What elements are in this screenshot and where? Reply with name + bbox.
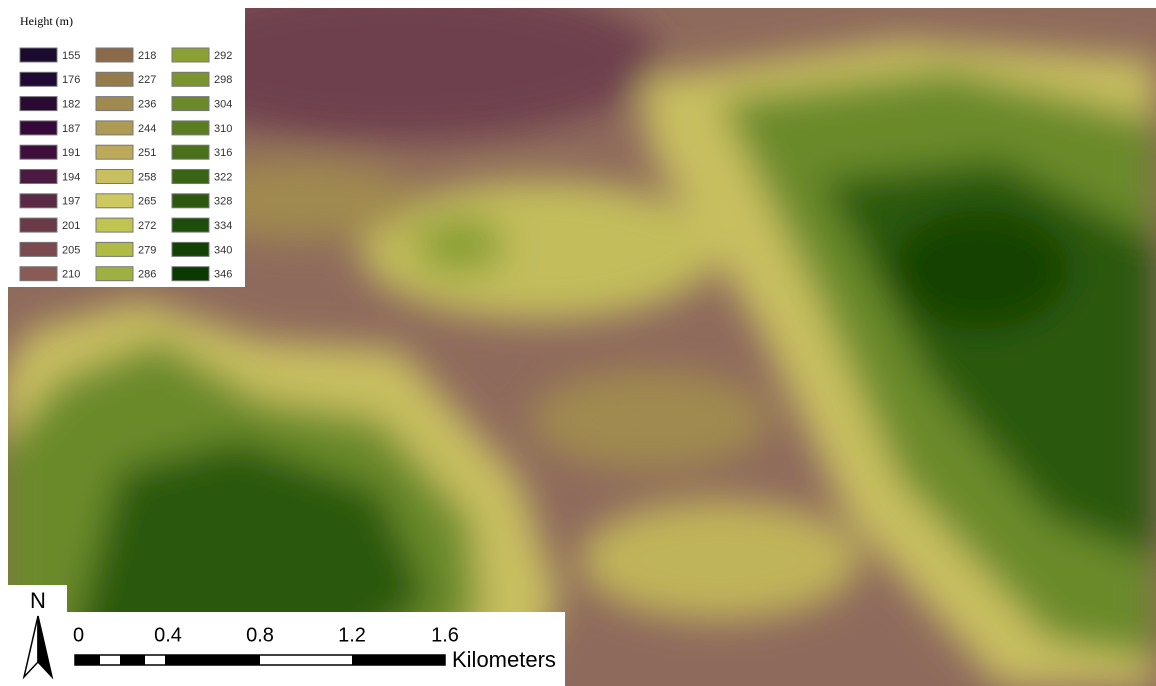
scale-segment	[352, 655, 445, 665]
legend-label: 334	[214, 220, 232, 232]
legend-label: 316	[214, 147, 232, 159]
legend-swatch	[20, 242, 57, 256]
legend-label: 322	[214, 171, 232, 183]
legend-swatch	[20, 170, 57, 184]
legend-label: 197	[62, 196, 80, 208]
legend: Height (m) 155 176 182 187 191 194 197 201 205 21…	[8, 8, 245, 287]
legend-label: 191	[62, 147, 80, 159]
legend-swatch	[172, 194, 209, 208]
north-label: N	[30, 588, 46, 613]
legend-swatch	[20, 267, 57, 281]
legend-label: 227	[138, 74, 156, 86]
legend-swatch	[172, 97, 209, 111]
scale-segment	[165, 655, 260, 665]
legend-label: 272	[138, 220, 156, 232]
legend-swatch	[96, 121, 133, 135]
scale-label: 0.8	[246, 624, 274, 646]
legend-swatch	[172, 145, 209, 159]
legend-label: 292	[214, 50, 232, 62]
map: Height (m) 155 176 182 187 191 194 197 201 205 21…	[0, 0, 1156, 686]
legend-swatch	[96, 145, 133, 159]
legend-label: 187	[62, 123, 80, 135]
legend-swatch	[172, 218, 209, 232]
scale-segment	[75, 655, 100, 665]
legend-label: 340	[214, 244, 232, 256]
legend-swatch	[20, 121, 57, 135]
legend-swatch	[20, 194, 57, 208]
legend-label: 244	[138, 123, 156, 135]
legend-label: 236	[138, 99, 156, 111]
legend-swatch	[20, 218, 57, 232]
scale-label: 1.2	[338, 624, 366, 646]
legend-label: 310	[214, 123, 232, 135]
legend-swatch	[172, 121, 209, 135]
legend-swatch	[96, 97, 133, 111]
legend-label: 328	[214, 196, 232, 208]
legend-label: 210	[62, 269, 80, 281]
legend-swatch	[172, 242, 209, 256]
legend-swatch	[20, 72, 57, 86]
legend-swatch	[20, 97, 57, 111]
legend-label: 279	[138, 244, 156, 256]
scale-segment	[120, 655, 145, 665]
legend-swatch	[172, 170, 209, 184]
legend-label: 346	[214, 269, 232, 281]
legend-label: 155	[62, 50, 80, 62]
legend-swatch	[20, 48, 57, 62]
legend-swatch	[96, 194, 133, 208]
legend-label: 182	[62, 99, 80, 111]
legend-label: 304	[214, 99, 232, 111]
legend-label: 194	[62, 171, 80, 183]
legend-swatch	[96, 218, 133, 232]
legend-swatch	[96, 267, 133, 281]
legend-swatch	[172, 72, 209, 86]
legend-swatch	[96, 170, 133, 184]
legend-label: 286	[138, 269, 156, 281]
scale-unit: Kilometers	[452, 647, 556, 672]
legend-label: 265	[138, 196, 156, 208]
legend-label: 218	[138, 50, 156, 62]
legend-title: Height (m)	[20, 14, 73, 28]
legend-label: 176	[62, 74, 80, 86]
legend-swatch	[20, 145, 57, 159]
legend-label: 251	[138, 147, 156, 159]
scale-label: 0	[73, 624, 84, 646]
legend-swatch	[96, 72, 133, 86]
legend-swatch	[172, 48, 209, 62]
legend-label: 205	[62, 244, 80, 256]
scale-label: 0.4	[154, 624, 182, 646]
legend-swatch	[96, 242, 133, 256]
legend-label: 258	[138, 171, 156, 183]
legend-swatch	[96, 48, 133, 62]
legend-swatch	[172, 267, 209, 281]
legend-label: 201	[62, 220, 80, 232]
scale-label: 1.6	[431, 624, 459, 646]
legend-label: 298	[214, 74, 232, 86]
